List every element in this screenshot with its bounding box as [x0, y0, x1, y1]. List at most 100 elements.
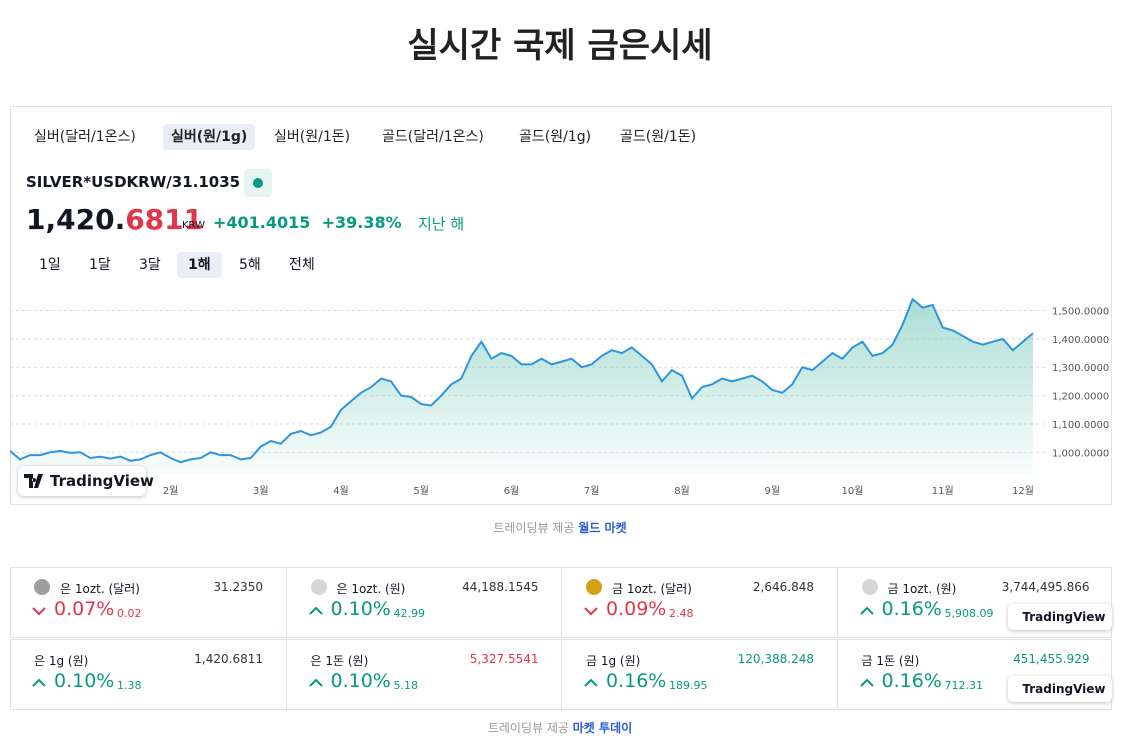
trend-arrow — [32, 607, 46, 616]
y-tick-label: 1,400.0000 — [1052, 335, 1109, 346]
arrow-shape — [584, 607, 598, 616]
credit-text: 트레이딩뷰 제공 — [493, 521, 575, 535]
ticker-pct: 0.10% — [330, 598, 391, 620]
x-tick-label: 4월 — [333, 485, 349, 497]
ticker-name: 금 1ozt. (원) — [887, 582, 957, 596]
period: 지난 해 — [418, 215, 465, 233]
ticker-name: 금 1ozt. (달러) — [612, 582, 692, 596]
ticker-price: 2,646.848 — [752, 580, 814, 594]
trend-arrow — [32, 678, 46, 687]
range-button[interactable]: 1해 — [177, 252, 222, 278]
tab[interactable]: 골드(달러/1온스) — [382, 129, 484, 145]
ticker-abs: 712.31 — [944, 679, 984, 692]
status-dot — [244, 169, 272, 197]
coin-icon — [34, 579, 50, 595]
change-abs: +401.4015 — [213, 213, 311, 232]
ticker-pct: 0.16% — [881, 670, 942, 692]
range-button[interactable]: 전체 — [289, 257, 315, 273]
page-title: 실시간 국제 금은시세 — [407, 26, 713, 66]
tradingview-badge[interactable]: TradingView — [1007, 604, 1112, 630]
arrow-shape — [859, 678, 874, 687]
ticker-pct: 0.16% — [606, 670, 667, 692]
ticker-price: 3,744,495.866 — [1001, 580, 1090, 594]
chart-card — [10, 106, 1112, 505]
x-tick-label: 8월 — [674, 485, 690, 497]
ticker-price: 120,388.248 — [737, 652, 814, 666]
arrow-shape — [859, 606, 874, 615]
tab[interactable]: 골드(원/1돈) — [620, 129, 697, 145]
currency: KRW — [182, 220, 205, 231]
ticker-abs: 189.95 — [669, 679, 708, 692]
trend-arrow — [308, 678, 323, 687]
trend-arrow — [859, 606, 874, 615]
credit-link[interactable]: 마켓 투데이 — [572, 721, 633, 735]
ticker-abs: 5,908.09 — [944, 607, 994, 620]
change: +401.4015 +39.38% — [213, 213, 402, 232]
ticker-row — [10, 639, 1112, 710]
area — [10, 299, 1033, 475]
logo-text: TradingView — [1022, 610, 1106, 624]
ticker-price: 31.2350 — [213, 580, 263, 594]
x-tick-label: 5월 — [413, 485, 429, 497]
coin-icon — [310, 579, 327, 595]
price-tail: 6811 — [125, 203, 204, 236]
ticker-abs: 42.99 — [393, 607, 426, 620]
logo-text: TradingView — [50, 472, 154, 490]
ticker-pct: 0.07% — [54, 598, 115, 620]
arrow-shape — [584, 678, 598, 687]
price: 1,420.6811 — [26, 203, 203, 236]
range-button[interactable]: 1일 — [39, 257, 61, 273]
y-tick-label: 1,100.0000 — [1052, 420, 1109, 431]
x-tick-label: 10월 — [842, 485, 864, 497]
tab[interactable]: 실버(달러/1온스) — [34, 129, 136, 145]
arrow-shape — [32, 678, 46, 687]
tab[interactable]: 실버(원/1g) — [163, 124, 256, 150]
ticker-pct: 0.09% — [606, 598, 667, 620]
ticker-name: 은 1돈 (원) — [310, 654, 369, 668]
price-main: 1,420. — [26, 203, 126, 236]
ticker-card[interactable]: 은 1ozt. (달러) 31.2350 0.07% 0.02 — [10, 568, 285, 637]
x-tick-label: 12월 — [1012, 485, 1034, 497]
coin-icon — [586, 579, 602, 595]
ticker-abs: 2.48 — [669, 607, 694, 620]
trend-arrow — [584, 678, 598, 687]
ticker-card[interactable]: 은 1돈 (원) 5,327.5541 0.10% 5.18 — [285, 640, 561, 709]
symbol: SILVER*USDKRW/31.1035 — [26, 173, 241, 191]
range-button[interactable]: 1달 — [89, 257, 111, 273]
ticker-row — [10, 567, 1112, 638]
ticker-card[interactable]: 금 1ozt. (달러) 2,646.848 0.09% 2.48 — [561, 568, 836, 637]
range-button[interactable]: 3달 — [139, 257, 161, 273]
x-tick-label: 3월 — [253, 485, 269, 497]
ticker-name: 은 1g (원) — [34, 654, 89, 668]
ticker-card[interactable]: 금 1ozt. (원) 3,744,495.866 0.16% 5,908.09 Tra… — [836, 568, 1112, 637]
ticker-card[interactable]: 은 1g (원) 1,420.6811 0.10% 1.38 — [10, 640, 285, 709]
x-tick-label: 9월 — [764, 485, 780, 497]
logo-text: TradingView — [1022, 682, 1106, 696]
trend-arrow — [308, 606, 323, 615]
ticker-pct: 0.10% — [330, 670, 391, 692]
x-tick-label: 2월 — [163, 485, 179, 497]
ticker-price: 44,188.1545 — [462, 580, 539, 594]
arrow-shape — [308, 606, 323, 615]
ticker-card[interactable]: 금 1돈 (원) 451,455.929 0.16% 712.31 TradingVie… — [836, 640, 1112, 709]
tab[interactable]: 실버(원/1돈) — [274, 129, 351, 145]
tab[interactable]: 골드(원/1g) — [519, 129, 592, 145]
ticker-card[interactable]: 금 1g (원) 120,388.248 0.16% 189.95 — [561, 640, 836, 709]
ticker-name: 금 1돈 (원) — [861, 654, 920, 668]
change-pct: +39.38% — [321, 213, 402, 232]
arrow-shape — [32, 607, 46, 616]
ticker-card[interactable]: 은 1ozt. (원) 44,188.1545 0.10% 42.99 — [285, 568, 561, 637]
y-tick-label: 1,000.0000 — [1052, 448, 1109, 459]
range-button[interactable]: 5해 — [239, 257, 261, 273]
logo-icon — [24, 474, 43, 488]
ticker-price: 1,420.6811 — [194, 652, 263, 666]
ticker-abs: 5.18 — [393, 679, 419, 692]
ticker-price: 451,455.929 — [1013, 652, 1090, 666]
credit-link[interactable]: 월드 마켓 — [578, 521, 627, 535]
tradingview-badge[interactable]: TradingView — [1007, 676, 1112, 702]
ticker-name: 금 1g (원) — [586, 654, 641, 668]
ticker-price: 5,327.5541 — [469, 652, 539, 666]
tradingview-logo[interactable]: TradingView — [18, 466, 154, 496]
coin-icon — [861, 579, 878, 595]
